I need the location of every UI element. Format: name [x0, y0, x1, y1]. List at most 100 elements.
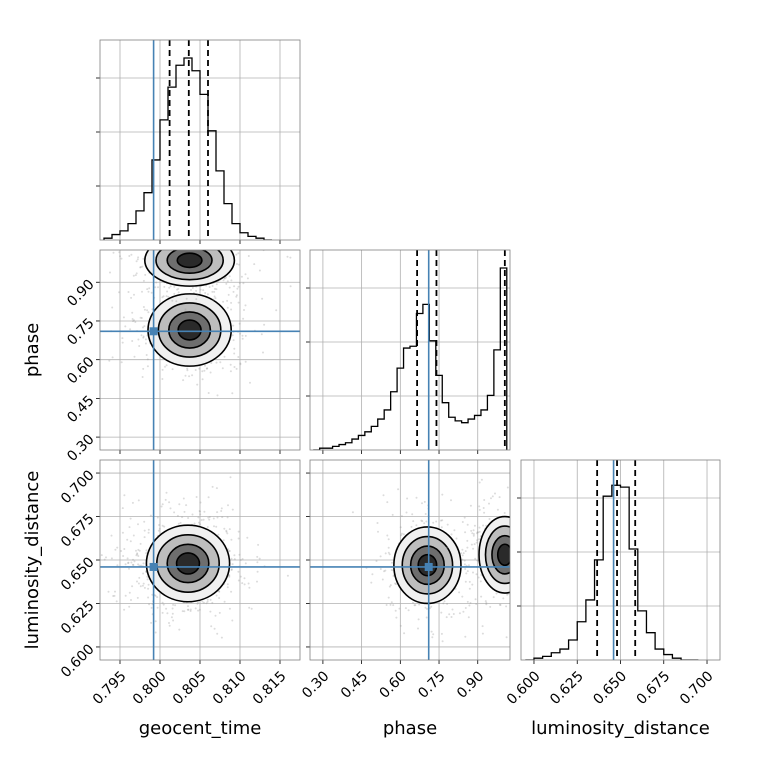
sample-point — [452, 613, 455, 615]
density-contour — [145, 524, 231, 603]
sample-point — [406, 497, 409, 500]
sample-point — [381, 578, 384, 581]
density-contour — [478, 515, 510, 594]
sample-point — [392, 604, 395, 607]
sample-point — [538, 570, 540, 572]
sample-point — [469, 602, 472, 604]
sample-point — [237, 570, 240, 573]
sample-point — [241, 582, 244, 585]
sample-point — [162, 603, 165, 606]
sample-point — [228, 528, 231, 531]
sample-point — [471, 583, 474, 586]
sample-point — [228, 286, 231, 289]
sample-point — [146, 575, 149, 578]
sample-point — [404, 607, 407, 610]
sample-point — [218, 597, 221, 599]
sample-point — [235, 294, 238, 297]
sample-point — [148, 287, 151, 290]
sample-point — [532, 582, 534, 584]
sample-point — [231, 563, 234, 566]
sample-point — [458, 612, 461, 615]
sample-point — [524, 540, 526, 542]
sample-point — [214, 614, 217, 617]
sample-point — [191, 242, 193, 244]
sample-point — [377, 530, 379, 533]
sample-point — [230, 590, 233, 593]
sample-point — [421, 502, 423, 505]
sample-point — [143, 325, 146, 328]
sample-point — [135, 272, 138, 275]
x-tick-label: 0.30 — [299, 668, 332, 701]
sample-point — [239, 363, 242, 366]
sample-point — [231, 334, 234, 337]
sample-point — [524, 542, 526, 544]
sample-point — [142, 306, 145, 308]
sample-point — [231, 619, 234, 622]
sample-point — [249, 219, 251, 221]
sample-point — [187, 608, 190, 611]
sample-point — [424, 513, 427, 515]
sample-point — [244, 360, 247, 363]
sample-point — [513, 554, 515, 556]
sample-point — [238, 322, 241, 325]
sample-point — [532, 521, 534, 523]
sample-point — [386, 501, 389, 504]
sample-point — [241, 244, 243, 246]
x-tick-label: 0.805 — [170, 668, 210, 708]
sample-point — [547, 536, 549, 538]
sample-point — [160, 505, 163, 508]
sample-point — [451, 608, 454, 611]
sample-point — [435, 520, 438, 523]
sample-point — [142, 279, 145, 282]
sample-point — [142, 335, 145, 338]
sample-point — [529, 523, 531, 525]
sample-point — [535, 546, 537, 548]
sample-point — [176, 288, 179, 291]
sample-point — [233, 347, 236, 350]
sample-point — [553, 529, 555, 531]
sample-point — [505, 636, 508, 639]
sample-point — [113, 594, 116, 597]
sample-point — [112, 595, 115, 597]
sample-point — [468, 604, 471, 607]
sample-point — [482, 507, 485, 509]
sample-point — [216, 632, 219, 635]
sample-point — [466, 539, 469, 542]
sample-point — [450, 533, 453, 536]
sample-point — [450, 499, 452, 502]
sample-point — [398, 607, 401, 610]
x-tick-label: 0.600 — [504, 668, 544, 708]
sample-point — [156, 516, 159, 519]
sample-point — [136, 553, 139, 556]
sample-point — [109, 271, 111, 274]
sample-point — [514, 575, 516, 577]
sample-point — [261, 297, 264, 300]
sample-point — [446, 523, 449, 526]
sample-point — [140, 334, 143, 337]
sample-point — [128, 255, 131, 257]
sample-point — [233, 225, 235, 227]
sample-point — [392, 575, 395, 577]
sample-point — [463, 559, 466, 562]
sample-point — [482, 524, 485, 527]
sample-point — [166, 227, 168, 229]
sample-point — [226, 583, 229, 586]
y-tick-label: 0.75 — [64, 315, 97, 348]
sample-point — [218, 238, 220, 240]
sample-point — [182, 379, 185, 382]
sample-point — [512, 578, 514, 580]
sample-point — [407, 609, 410, 612]
sample-point — [384, 569, 387, 572]
panel-frame — [99, 459, 301, 661]
sample-point — [464, 568, 467, 570]
sample-point — [430, 605, 433, 608]
sample-point — [485, 601, 488, 604]
sample-point — [387, 596, 390, 599]
sample-point — [161, 524, 164, 527]
sample-point — [123, 548, 126, 550]
sample-point — [118, 291, 121, 294]
sample-point — [241, 337, 244, 340]
sample-point — [472, 533, 475, 535]
sample-point — [289, 285, 292, 288]
